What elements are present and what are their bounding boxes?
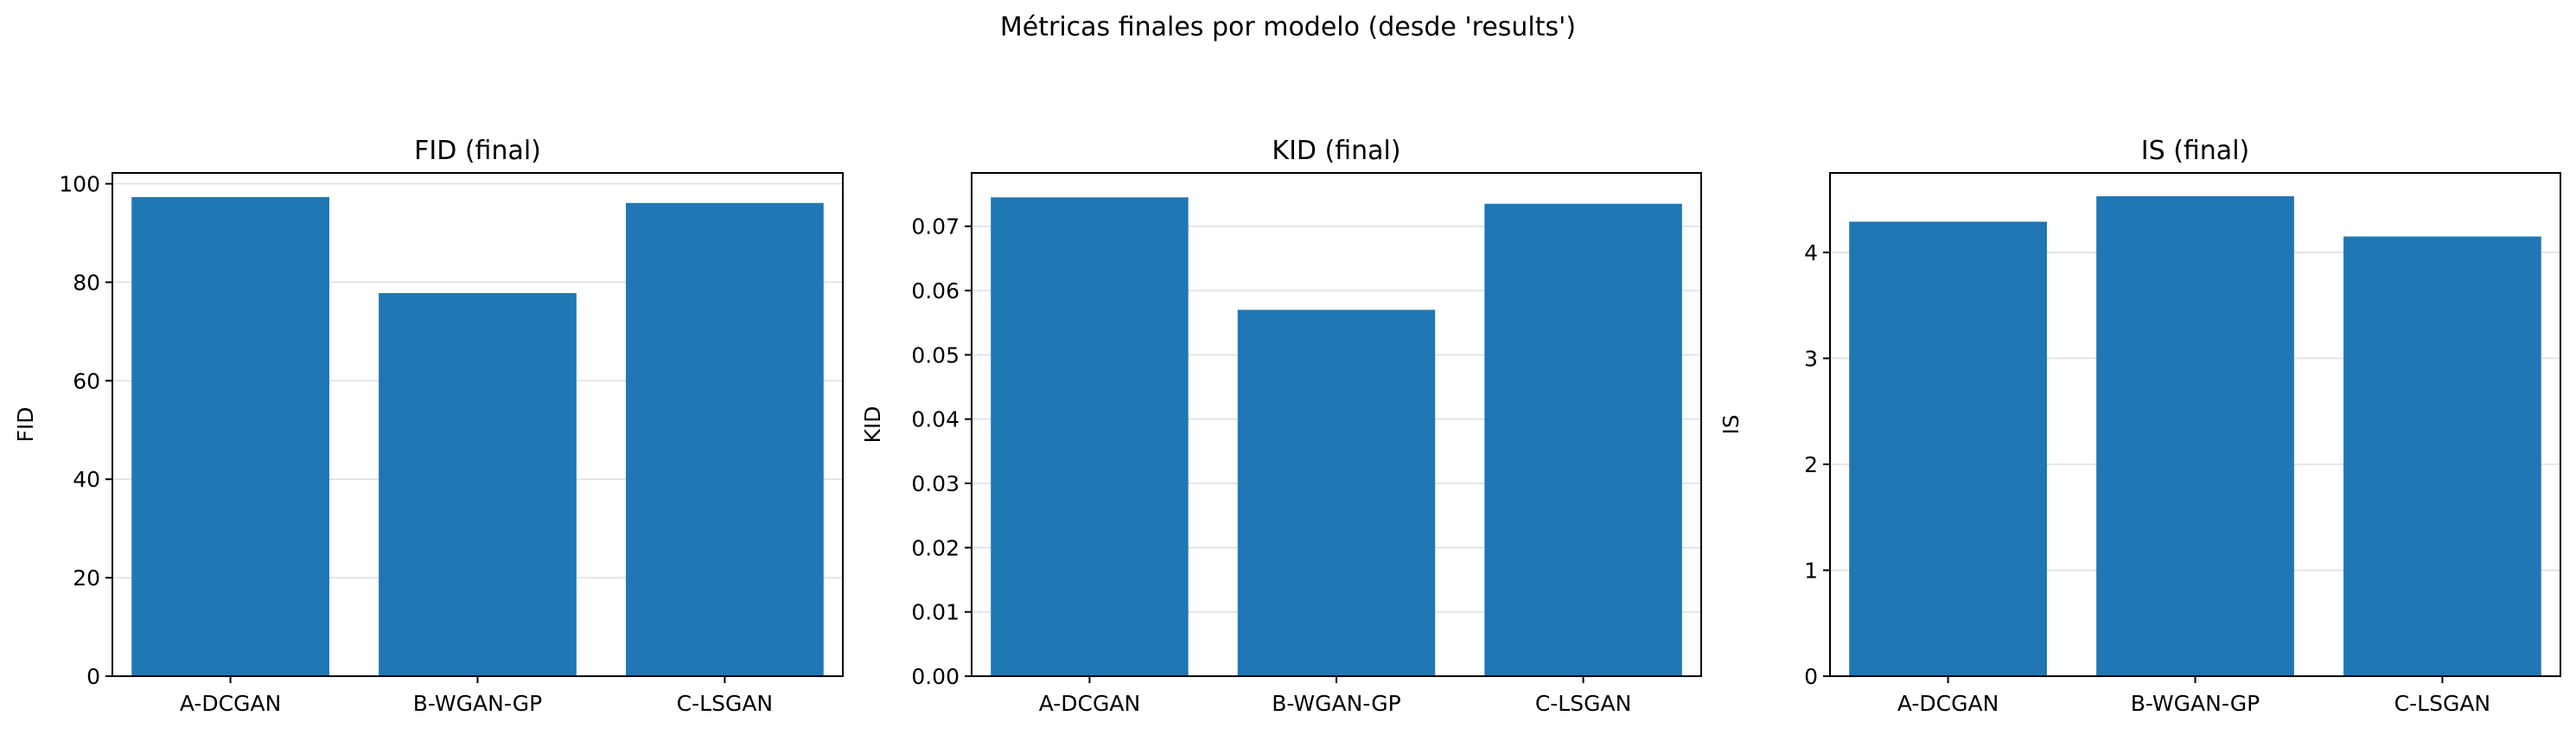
y-tick-label: 20 (73, 566, 100, 591)
y-tick-label: 100 (59, 172, 100, 197)
y-tick-label: 0.06 (911, 278, 960, 304)
y-axis-label: KID (860, 406, 885, 443)
bar-b-wgan-gp (379, 292, 577, 676)
y-tick-label: 4 (1804, 240, 1818, 265)
chart-panel-1: 0 20 40 60 80 100 A-DCGAN B-WGAN-GP C-LSGAN FID (… (13, 136, 844, 716)
chart-title: IS (final) (2141, 136, 2249, 166)
y-axis-label: FID (13, 406, 38, 442)
y-tick-label: 3 (1804, 346, 1818, 371)
bar-a-dcgan (1849, 221, 2047, 677)
x-tick-label: C-LSGAN (677, 691, 773, 716)
y-tick-label: 2 (1804, 452, 1818, 477)
bar-b-wgan-gp (1237, 310, 1436, 676)
x-tick-label: A-DCGAN (1039, 691, 1140, 716)
bar-c-lsgan (2343, 236, 2541, 676)
x-tick-label: C-LSGAN (2394, 691, 2490, 716)
chart-panel-3: 0 1 2 3 4 A-DCGAN B-WGAN-GP C-LSGAN IS (final) IS (1718, 136, 2561, 716)
y-tick-label: 0 (1804, 664, 1818, 689)
y-tick-label: 0.00 (911, 664, 960, 689)
bar-c-lsgan (1484, 203, 1682, 676)
y-tick-label: 0.02 (911, 535, 960, 560)
x-tick-label: A-DCGAN (180, 691, 281, 716)
chart-title: KID (final) (1272, 136, 1400, 166)
y-axis-label: IS (1718, 414, 1744, 434)
y-tick-label: 60 (73, 368, 100, 393)
bar-c-lsgan (626, 202, 824, 676)
y-tick-label: 1 (1804, 558, 1818, 583)
y-tick-label: 0.05 (911, 342, 960, 368)
y-tick-label: 80 (73, 270, 100, 295)
y-tick-label: 0.03 (911, 471, 960, 496)
chart-panel-2: 0.00 0.01 0.02 0.03 0.04 0.05 0.06 0.07 A-DCGAN B… (860, 136, 1702, 716)
figure-title: Métricas finales por modelo (desde 'resu… (999, 12, 1577, 42)
x-tick-label: B-WGAN-GP (1272, 691, 1400, 716)
y-tick-label: 0.01 (911, 600, 960, 625)
y-tick-label: 0.07 (911, 214, 960, 240)
y-tick-label: 40 (73, 467, 100, 492)
x-tick-label: B-WGAN-GP (413, 691, 542, 716)
bar-a-dcgan (131, 196, 329, 676)
x-tick-label: C-LSGAN (1535, 691, 1631, 716)
x-tick-label: A-DCGAN (1897, 691, 1999, 716)
bar-a-dcgan (991, 197, 1189, 676)
chart-title: FID (final) (414, 136, 541, 166)
y-tick-label: 0 (86, 664, 100, 689)
y-tick-label: 0.04 (911, 407, 960, 432)
bar-b-wgan-gp (2096, 195, 2294, 676)
x-tick-label: B-WGAN-GP (2131, 691, 2260, 716)
